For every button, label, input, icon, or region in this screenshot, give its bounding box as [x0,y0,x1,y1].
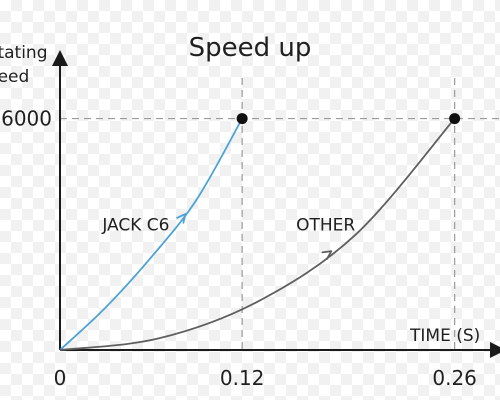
series-layer [59,113,461,351]
x-tick-3: 0.26 [432,366,477,390]
series-end-point-1 [236,113,248,125]
series-line-1 [59,118,243,351]
series-arrow-1 [176,213,187,224]
series-label-1: JACK C6 [101,215,169,235]
y-axis-label-line-2: Speed [0,67,29,87]
series-end-point-2 [449,113,461,125]
label-layer: Rotating Speed TIME (S) 0 0.12 0.26 6000 JACK C… [0,43,480,390]
series-arrow-2 [321,250,333,260]
chart-title: Speed up [189,33,312,63]
axis-layer [52,50,500,358]
x-tick-2: 0.12 [220,366,265,390]
series-label-2: OTHER [296,215,355,235]
y-tick-1: 6000 [1,107,52,131]
series-line-2 [59,117,456,351]
x-axis-label: TIME (S) [409,326,480,346]
grid-layer [60,78,500,350]
y-axis-label-line-1: Rotating [0,43,48,63]
x-tick-1: 0 [54,366,67,390]
